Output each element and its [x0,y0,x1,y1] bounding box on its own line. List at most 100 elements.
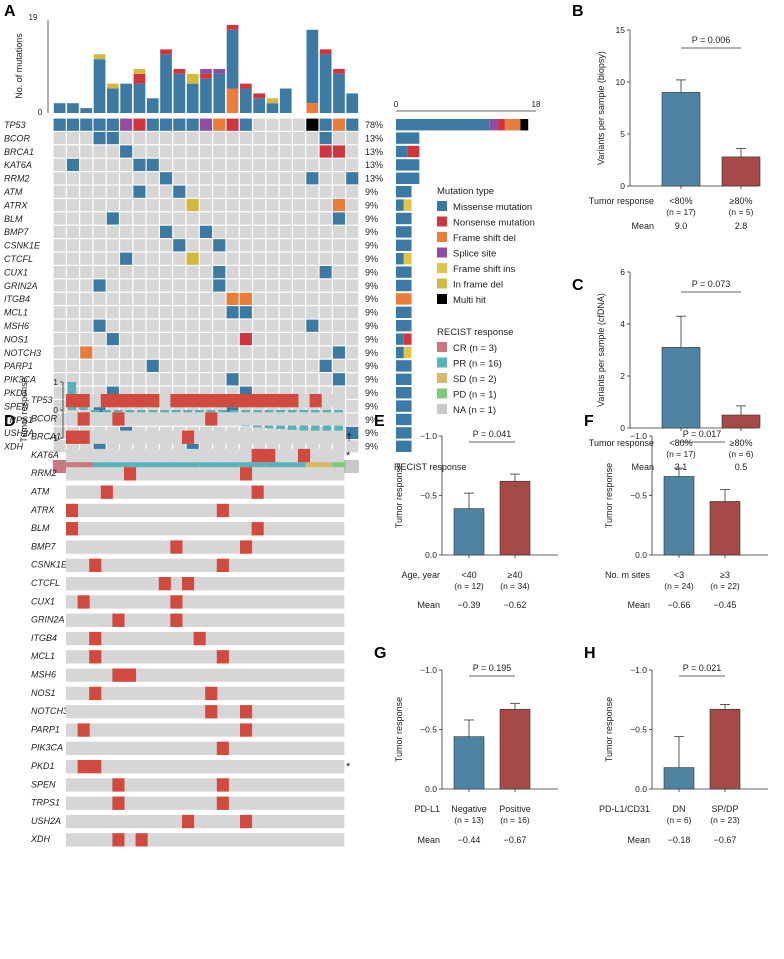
oncoprint-cell [66,333,79,346]
oncoprint-cell [199,172,212,185]
y-tick-label: 0 [620,423,625,433]
oncoprint-cell [186,306,199,319]
oncoprint-cell [146,212,159,225]
mutation-cell [77,412,90,426]
oncoprint-cell [239,346,252,359]
oncoprint-cell [346,373,359,386]
oncoprint-cell [186,185,199,198]
oncoprint-mutation-cell [332,118,345,131]
oncoprint-cell [173,346,186,359]
oncoprint-cell [173,225,186,238]
oncoprint-cell [93,359,106,372]
mean-value: −0.39 [458,600,481,610]
gene-track [66,430,345,444]
gene-label: RRM2 [4,174,30,184]
oncoprint-mutation-cell [133,158,146,171]
oncoprint-cell [106,199,119,212]
oncoprint-cell [226,185,239,198]
panel-label-a: A [4,3,16,20]
oncoprint-cell [332,359,345,372]
oncoprint-cell [266,185,279,198]
mutation-cell [170,613,183,627]
oncoprint-cell [266,319,279,332]
legend-swatch [437,294,447,304]
gene-track [66,558,345,572]
mutation-cell [205,686,218,701]
oncoprint-cell [199,158,212,171]
oncoprint-cell [106,279,119,292]
mutation-cell [309,394,322,408]
gene-label: PKD1 [4,388,28,398]
gene-label: ATM [3,187,23,197]
bar [499,480,531,556]
oncoprint-cell [279,212,292,225]
oncoprint-cell [199,185,212,198]
oncoprint-cell [120,373,133,386]
p-value: P = 0.195 [473,663,512,673]
mutation-cell [100,485,113,499]
side-bar [396,253,404,265]
mutation-bar-segment [279,88,292,113]
oncoprint-mutation-cell [106,333,119,346]
bar [709,501,741,556]
oncoprint-cell [346,319,359,332]
oncoprint-cell [279,373,292,386]
oncoprint-cell [106,185,119,198]
mutation-bar-segment [120,83,132,113]
oncoprint-cell [160,373,173,386]
oncoprint-cell [199,359,212,372]
oncoprint-cell [106,172,119,185]
mutation-bar-segment [200,78,212,113]
oncoprint-cell [213,199,226,212]
gene-percentage: 9% [365,294,378,304]
oncoprint-cell [213,333,226,346]
oncoprint-cell [199,132,212,145]
oncoprint-cell [346,145,359,158]
oncoprint-cell [133,319,146,332]
oncoprint-cell [319,292,332,305]
oncoprint-cell [120,359,133,372]
oncoprint-cell [293,185,306,198]
oncoprint-cell [253,158,266,171]
mean-label: Mean [417,835,440,845]
oncoprint-cell [186,172,199,185]
side-bar [403,333,412,345]
mutation-legend-item: Nonsense mutation [453,218,535,229]
mutation-cell [182,394,195,408]
oncoprint-cell [146,225,159,238]
gene-percentage: 9% [365,308,378,318]
oncoprint-cell [306,359,319,372]
oncoprint-cell [53,440,66,453]
oncoprint-mutation-cell [213,118,226,131]
oncoprint-cell [346,185,359,198]
p-value: P = 0.021 [683,663,722,673]
mutation-bar-segment [240,88,252,113]
mutation-legend-title: Mutation type [437,186,494,197]
gene-label: GRIN2A [31,615,65,625]
oncoprint-cell [293,199,306,212]
gene-label: BCOR [4,133,31,143]
gene-track [66,485,345,499]
oncoprint-cell [93,373,106,386]
oncoprint-mutation-cell [226,373,239,386]
oncoprint-cell [306,145,319,158]
side-bar [396,293,412,305]
oncoprint-cell [199,266,212,279]
oncoprint-cell [120,306,133,319]
gene-label: PIK3CA [31,743,63,753]
oncoprint-cell [319,225,332,238]
n-label: (n = 16) [500,815,530,825]
oncoprint-cell [306,225,319,238]
oncoprint-cell [293,292,306,305]
oncoprint-cell [319,346,332,359]
oncoprint-cell [332,319,345,332]
n-label: (n = 12) [454,581,484,591]
recist-legend-item: SD (n = 2) [453,374,497,385]
bar [661,92,701,187]
oncoprint-cell [106,346,119,359]
oncoprint-cell [53,225,66,238]
oncoprint-cell [293,359,306,372]
oncoprint-mutation-cell [106,132,119,145]
mean-value: −0.44 [458,835,481,845]
gene-marker: † [346,432,352,444]
